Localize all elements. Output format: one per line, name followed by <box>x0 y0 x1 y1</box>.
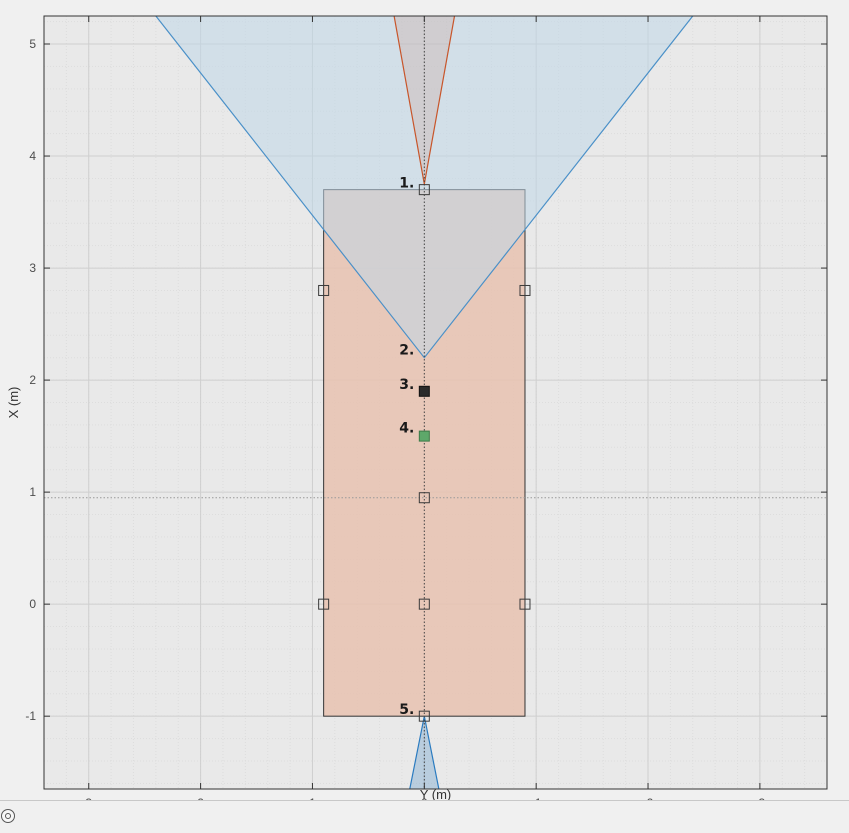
y-axis-title: X (m) <box>6 387 21 419</box>
marker-3[interactable] <box>519 284 531 296</box>
marker-9[interactable] <box>519 598 531 610</box>
point-label-1: 1. <box>399 175 414 191</box>
point-label-2: 2. <box>399 342 414 358</box>
point-label-5: 5. <box>399 702 414 718</box>
x-tick-label: 0 <box>421 796 428 800</box>
marker-7[interactable] <box>318 598 330 610</box>
marker-5[interactable] <box>418 430 430 442</box>
front-wide-sensor-area[interactable] <box>155 16 693 358</box>
y-tick-label: 1 <box>29 485 36 499</box>
x-tick-label: 2 <box>197 796 204 800</box>
axes-box <box>43 15 828 790</box>
figure-toolbar <box>0 800 849 833</box>
y-tick-label: -1 <box>25 709 36 723</box>
x-tick-label: 1 <box>309 796 316 800</box>
marker-10[interactable] <box>418 710 430 722</box>
rear-sensor-area[interactable] <box>409 716 439 789</box>
marker-2[interactable] <box>318 284 330 296</box>
marker-1[interactable] <box>418 184 430 196</box>
x-tick-label: -2 <box>643 796 654 800</box>
y-tick-label: 2 <box>29 373 36 387</box>
marker-8[interactable] <box>418 598 430 610</box>
gear-icon[interactable] <box>1 809 15 823</box>
marker-4[interactable] <box>418 385 430 397</box>
y-tick-label: 5 <box>29 37 36 51</box>
front-wide-sensor-edges <box>155 16 694 359</box>
marker-6[interactable] <box>418 492 430 504</box>
x-tick-label: -3 <box>755 796 766 800</box>
x-tick-label: 3 <box>85 796 92 800</box>
vehicle-sensor-plot[interactable]: 1. 2. 3. 4. 5. 3 2 1 0 -1 -2 -3 -1 0 1 2 3 4 5 Y (m) X (m) <box>0 0 849 800</box>
point-label-4: 4. <box>399 421 414 437</box>
y-tick-label: 3 <box>29 261 36 275</box>
x-axis-title: Y (m) <box>420 787 452 800</box>
y-tick-label: 0 <box>29 597 36 611</box>
point-label-3: 3. <box>399 377 414 393</box>
y-tick-label: 4 <box>29 149 36 163</box>
x-tick-label: -1 <box>531 796 542 800</box>
